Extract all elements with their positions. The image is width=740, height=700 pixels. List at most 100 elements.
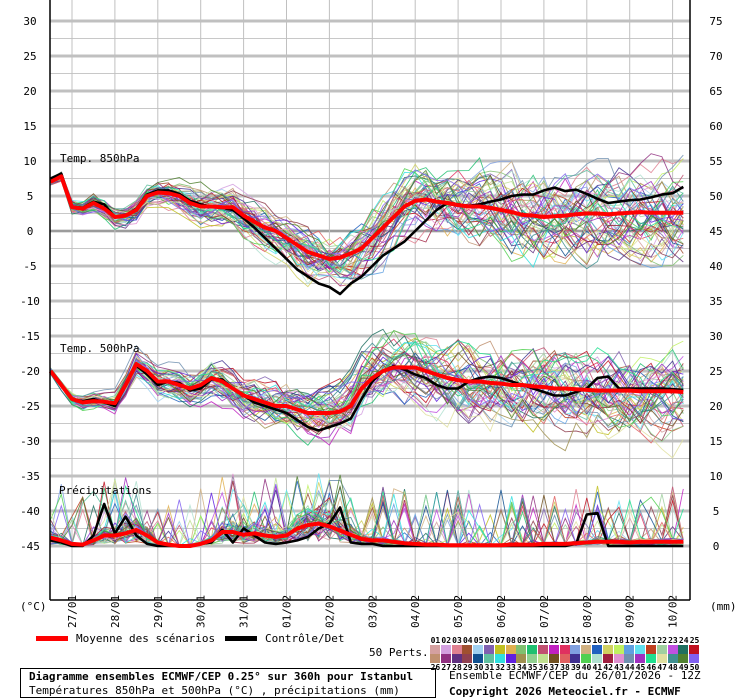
pert-color-swatch	[581, 654, 592, 663]
pert-number: 28	[452, 663, 462, 672]
svg-text:-15: -15	[20, 330, 40, 343]
pert-number: 09	[516, 636, 527, 645]
pert-color-swatch	[678, 645, 689, 654]
svg-text:-25: -25	[20, 400, 40, 413]
pert-number: 47	[657, 663, 667, 672]
pert-number: 10	[527, 636, 538, 645]
pert-color-swatch	[505, 654, 516, 663]
pert-color-swatch	[559, 645, 570, 654]
svg-text:02/02: 02/02	[323, 595, 336, 628]
pert-number: 48	[668, 663, 678, 672]
pert-number: 20	[635, 636, 646, 645]
pert-color-swatch	[505, 645, 516, 654]
svg-text:10: 10	[23, 155, 36, 168]
pert-color-swatch	[613, 645, 624, 654]
pert-number: 16	[592, 636, 603, 645]
svg-text:27/01: 27/01	[66, 595, 79, 628]
pert-color-swatch	[494, 645, 505, 654]
svg-text:07/02: 07/02	[538, 595, 551, 628]
pert-color-swatch	[462, 645, 473, 654]
legend-control: Contrôle/Det	[225, 632, 344, 645]
svg-text:30/01: 30/01	[195, 595, 208, 628]
pert-color-swatch	[430, 654, 440, 663]
pert-color-swatch	[635, 645, 646, 654]
svg-text:05/02: 05/02	[452, 595, 465, 628]
svg-text:55: 55	[709, 155, 722, 168]
mean-line-swatch	[36, 636, 68, 641]
svg-text:03/02: 03/02	[366, 595, 379, 628]
legend-control-label: Contrôle/Det	[265, 632, 345, 645]
svg-text:-45: -45	[20, 540, 40, 553]
chart-subtitle: Températures 850hPa et 500hPa (°C) , pré…	[29, 684, 400, 697]
svg-text:10/02: 10/02	[667, 595, 680, 628]
pert-color-swatch	[473, 654, 484, 663]
pert-number: 23	[668, 636, 678, 645]
pert-color-swatch	[559, 654, 570, 663]
left-axis-ticks: 30 25 20 15 10 5 0 -5 -10 -15 -20 -25 -30 -35 -40 -45	[20, 15, 40, 553]
pert-color-swatch	[473, 645, 484, 654]
svg-text:-30: -30	[20, 435, 40, 448]
pert-number: 17	[603, 636, 613, 645]
legend-mean: Moyenne des scénarios	[36, 632, 215, 645]
svg-text:-35: -35	[20, 470, 40, 483]
svg-text:65: 65	[709, 85, 722, 98]
svg-text:60: 60	[709, 120, 722, 133]
pert-number: 29	[462, 663, 473, 672]
pert-number: 14	[570, 636, 581, 645]
svg-text:20: 20	[709, 400, 722, 413]
control-line-swatch	[225, 636, 257, 641]
main-series	[48, 172, 684, 548]
pert-color-swatch	[516, 645, 527, 654]
pert-number: 44	[624, 663, 635, 672]
svg-text:40: 40	[709, 260, 722, 273]
pert-color-swatch	[548, 654, 559, 663]
pert-number: 05	[473, 636, 484, 645]
pert-number: 35	[527, 663, 538, 672]
svg-text:04/02: 04/02	[409, 595, 422, 628]
pert-number: 32	[495, 663, 505, 672]
svg-text:0: 0	[713, 540, 720, 553]
pert-color-swatch	[689, 654, 700, 663]
svg-text:5: 5	[27, 190, 34, 203]
pert-number: 33	[506, 663, 516, 672]
horizontal-gridlines	[50, 19, 690, 564]
svg-text:50: 50	[709, 190, 722, 203]
perts-numbers-top: 01 02 03 04 05 06 07 08 09 10 11 12 13 14 15 16 17 18 19 20…	[430, 636, 700, 645]
pert-number: 12	[549, 636, 559, 645]
perturbation-color-key: 01 02 03 04 05 06 07 08 09 10 11 12 13 14 15 16 17 18 19 20…	[430, 636, 700, 672]
pert-number: 04	[462, 636, 473, 645]
pert-color-swatch	[591, 645, 602, 654]
pert-number: 37	[549, 663, 559, 672]
run-info: Ensemble ECMWF/CEP du 26/01/2026 - 12Z	[449, 669, 701, 682]
perts-label: 50 Perts.	[369, 646, 429, 659]
pert-number: 24	[678, 636, 689, 645]
pert-color-swatch	[440, 654, 451, 663]
svg-text:-40: -40	[20, 505, 40, 518]
pert-color-swatch	[570, 654, 581, 663]
pert-color-swatch	[624, 645, 635, 654]
right-axis-unit: (mm)	[710, 600, 737, 613]
pert-number: 06	[484, 636, 495, 645]
copyright: Copyright 2026 Meteociel.fr - ECMWF	[449, 685, 681, 698]
perts-swatches-top	[430, 645, 700, 654]
pert-color-swatch	[613, 654, 624, 663]
svg-text:-20: -20	[20, 365, 40, 378]
pert-number: 18	[614, 636, 624, 645]
pert-number: 46	[646, 663, 657, 672]
svg-text:30: 30	[23, 15, 36, 28]
pert-number: 27	[441, 663, 452, 672]
svg-text:0: 0	[27, 225, 34, 238]
pert-color-swatch	[527, 654, 538, 663]
svg-text:25: 25	[709, 365, 722, 378]
svg-text:06/02: 06/02	[495, 595, 508, 628]
pert-color-swatch	[483, 645, 494, 654]
left-axis-unit: (°C)	[20, 600, 47, 613]
panel-label-precip: Précipitations	[59, 484, 152, 497]
pert-number: 45	[635, 663, 646, 672]
pert-color-swatch	[527, 645, 538, 654]
pert-color-swatch	[656, 645, 667, 654]
pert-color-swatch	[602, 654, 613, 663]
pert-number: 50	[689, 663, 700, 672]
panel-label-t500: Temp. 500hPa	[60, 342, 139, 355]
